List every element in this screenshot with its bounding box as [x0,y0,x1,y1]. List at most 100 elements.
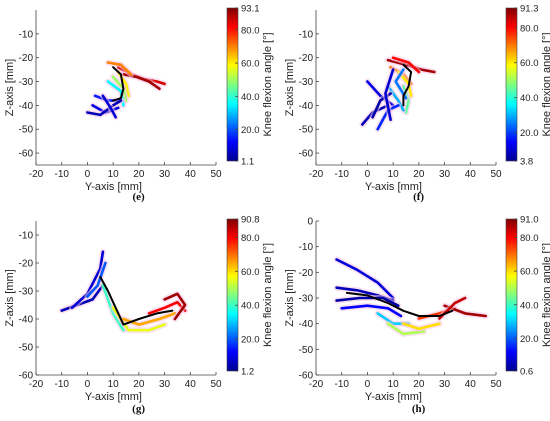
colorbar-label: Knee flexion angle [°] [262,243,274,347]
y-tick-label: -30 [19,77,34,88]
colorbar-tick-label: 91.3 [520,4,539,15]
x-tick-label: -10 [54,169,69,180]
trajectory-line [386,322,426,336]
trajectory-line [70,250,105,310]
colorbar-tick-label: 20.0 [520,334,539,345]
x-tick-label: 20 [413,379,425,390]
colorbar-tick-label: 60.0 [241,267,260,278]
colorbar-label: Knee flexion angle [°] [262,32,274,136]
panel-1: -20 -10 0 10 20 30 40 50 -10 -20 -30 -40 -50 -60 Y-axi… [284,4,550,204]
x-tick-label: 0 [85,379,91,390]
trajectory-line [86,261,107,298]
y-tick-label: -30 [299,77,314,88]
x-tick-label: 0 [365,169,371,180]
colorbar-tick-label: 20.0 [241,335,260,346]
colorbar-label: Knee flexion angle [°] [541,243,550,347]
x-tick-label: -10 [334,379,349,390]
mean-path-line [345,291,454,317]
panel-label: (h) [412,403,426,415]
y-tick-label: -20 [299,268,314,279]
x-tick-label: 10 [388,379,400,390]
colorbar-tick-label: 1.2 [241,367,254,378]
y-tick-label: -10 [299,29,314,40]
colorbar-tick-label: 1.1 [241,157,254,168]
colorbar-tick-label: 40.0 [520,93,539,104]
x-tick-label: 30 [439,169,451,180]
colorbar-tick-label: 0.6 [520,367,533,378]
trajectory-line [394,68,408,100]
x-tick-label: 50 [490,169,502,180]
colorbar-tick-label: 3.8 [520,157,533,168]
colorbar-tick-label: 20.0 [241,125,260,136]
trajectory-line [101,284,125,332]
mean-path-line [99,276,174,326]
panel-label: (g) [132,403,145,415]
trajectory-line [106,61,133,76]
y-tick-label: 0 [307,217,313,228]
colorbar-label: Knee flexion angle [°] [541,32,550,136]
colorbar-tick-label: 80.0 [520,233,539,244]
panel-0: -20 -10 0 10 20 30 40 50 -10 -20 -30 -40 -50 -60 Y-axi… [4,4,274,204]
x-tick-label: 10 [108,169,120,180]
mean-path-line [112,66,125,102]
y-tick-label: -50 [299,125,314,136]
y-tick-label: -60 [19,149,34,160]
x-tick-label: -20 [29,169,44,180]
panel-label: (f) [413,191,424,203]
trajectory-line [384,68,395,121]
y-tick-label: -20 [299,53,314,64]
x-tick-label: 50 [210,379,222,390]
x-tick-label: 40 [185,169,197,180]
y-tick-label: -10 [19,231,34,242]
x-tick-label: 30 [439,379,451,390]
y-tick-label: -10 [299,242,314,253]
colorbar-tick-label: 40.0 [241,92,260,103]
x-tick-label: 40 [465,379,477,390]
y-tick-label: -60 [19,371,34,382]
y-tick-label: -50 [299,345,314,356]
colorbar-tick-label: 20.0 [520,128,539,139]
x-tick-label: 0 [365,379,371,390]
mean-path-line [402,63,413,107]
y-tick-label: -10 [19,29,34,40]
colorbar-tick-label: 60.0 [520,58,539,69]
x-axis-title: Y-axis [mm] [85,391,142,403]
colorbar [226,7,239,162]
y-tick-label: -20 [19,53,34,64]
y-tick-label: -40 [299,101,314,112]
x-tick-label: 30 [159,379,171,390]
trajectory-line [402,322,441,331]
y-axis-title: Z-axis [mm] [4,59,16,116]
trajectory-group [84,59,168,121]
trajectory-group [359,54,438,133]
trajectory-line [335,258,395,300]
x-axis-title: Y-axis [mm] [365,181,422,193]
x-tick-label: 50 [210,169,222,180]
trajectory-line [340,304,403,318]
x-tick-label: 20 [413,169,425,180]
panel-2: -20 -10 0 10 20 30 40 50 -10 -20 -30 -40 -50 -60 Y-axi… [4,215,274,416]
x-axis-title: Y-axis [mm] [85,181,142,193]
x-tick-label: 30 [159,169,171,180]
colorbar [505,218,518,372]
trajectory-line [335,296,400,307]
trajectory-group [333,256,489,337]
colorbar-tick-label: 80.0 [241,233,260,244]
colorbar-tick-label: 90.8 [241,215,260,226]
x-tick-label: 0 [85,169,91,180]
y-tick-label: -50 [19,125,34,136]
x-tick-label: 20 [133,169,145,180]
colorbar-tick-label: 60.0 [520,267,539,278]
y-tick-label: -50 [19,343,34,354]
colorbar-tick-label: 91.0 [520,215,539,226]
y-tick-label: -60 [299,149,314,160]
x-tick-label: 50 [490,379,502,390]
x-tick-label: -20 [309,169,324,180]
y-tick-label: -60 [299,371,314,382]
y-tick-label: -20 [19,259,34,270]
trajectory-group [58,248,189,334]
y-axis-title: Z-axis [mm] [4,269,16,326]
trajectory-line [163,292,187,321]
x-tick-label: 40 [465,169,477,180]
colorbar-tick-label: 40.0 [520,300,539,311]
